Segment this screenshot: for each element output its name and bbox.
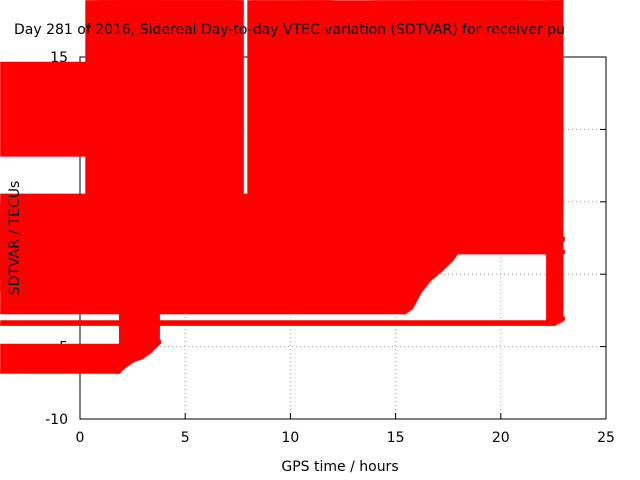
x-tick-label: 15 [387, 430, 405, 446]
data-point [444, 229, 450, 235]
data-point [408, 251, 414, 257]
data-point [370, 232, 376, 238]
x-tick-label: 10 [281, 430, 299, 446]
data-marks [0, 0, 565, 374]
data-point [429, 263, 435, 268]
data-point [559, 316, 565, 322]
data-point [156, 339, 161, 345]
data-point [147, 348, 153, 354]
data-point [484, 190, 490, 196]
data-point [427, 276, 433, 281]
data-point [116, 368, 121, 374]
data-point [433, 234, 439, 239]
data-point [475, 194, 481, 200]
data-point [513, 226, 519, 232]
data-point [130, 357, 136, 363]
data-point [440, 252, 445, 258]
data-point [122, 362, 128, 368]
y-tick-label: -10 [45, 412, 68, 428]
data-point [408, 305, 414, 310]
data-point [534, 235, 540, 241]
data-point [492, 197, 498, 203]
data-point [454, 218, 460, 224]
data-point [416, 289, 422, 294]
data-point [416, 241, 422, 247]
series-arc-3 [0, 0, 161, 374]
data-point [465, 205, 471, 210]
x-tick-label: 20 [492, 430, 510, 446]
data-point [381, 231, 387, 237]
x-axis-title: GPS time / hours [281, 459, 398, 475]
data-point [395, 302, 401, 308]
data-point [425, 234, 431, 239]
data-point [437, 267, 443, 273]
data-point [551, 320, 557, 326]
data-point [448, 257, 454, 263]
data-point [408, 287, 414, 293]
series-arc-13 [0, 0, 565, 326]
x-tick-label: 0 [76, 430, 85, 446]
data-point [139, 354, 145, 360]
data-point [391, 236, 397, 242]
x-tick-label: 25 [597, 430, 615, 446]
data-point [402, 248, 408, 254]
data-point [503, 212, 509, 218]
data-point [419, 274, 424, 280]
y-axis-title: SDTVAR / TECUs [7, 181, 23, 296]
data-point [524, 232, 530, 238]
chart-title: Day 281 of 2016, Sidereal Day-to-day VTE… [14, 22, 565, 38]
x-tick-label: 5 [181, 430, 190, 446]
data-point [402, 309, 408, 315]
series-arc-12 [0, 0, 565, 257]
data-point [543, 319, 549, 325]
